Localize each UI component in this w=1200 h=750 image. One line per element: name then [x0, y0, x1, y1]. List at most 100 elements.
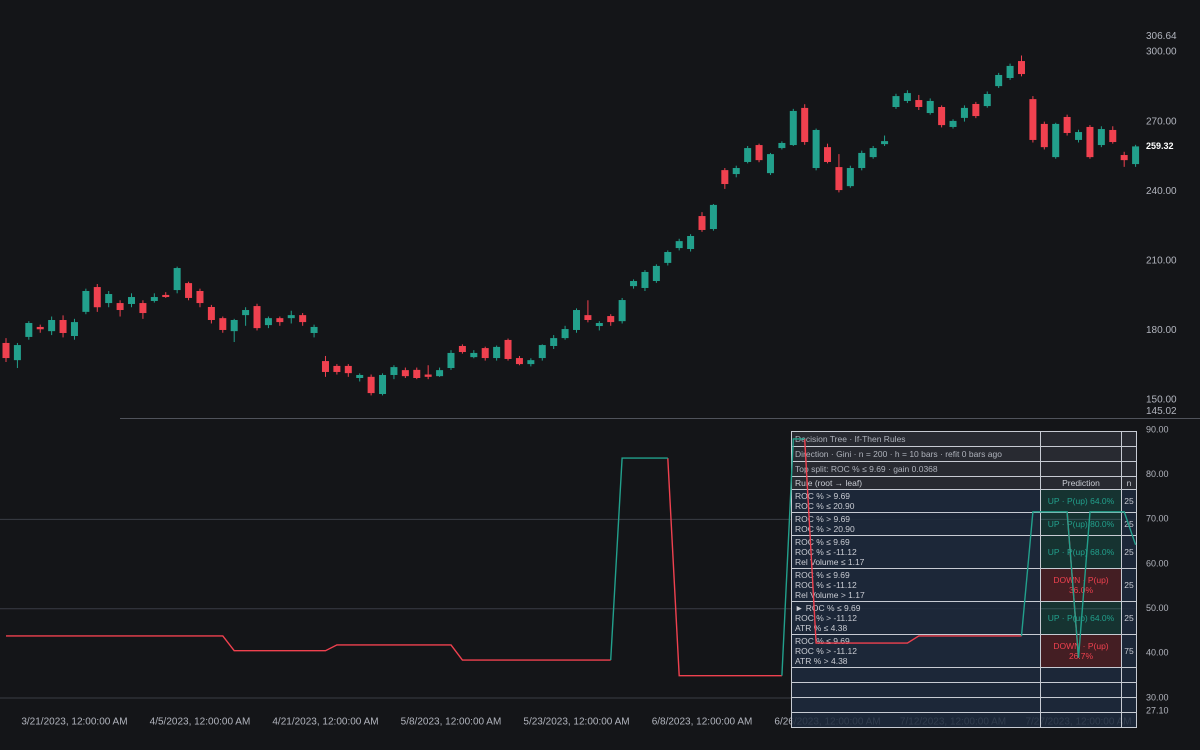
candle-body	[458, 345, 466, 353]
table-meta-row: Direction · Gini · n = 200 · h = 10 bars…	[791, 446, 1137, 462]
candle-body	[766, 154, 774, 174]
rule-condition: ROC % > -11.12	[795, 613, 857, 623]
candle-body	[424, 374, 432, 377]
candle-body	[607, 316, 615, 323]
y-tick-label: 270.00	[1146, 116, 1177, 127]
empty-row	[791, 697, 1137, 713]
candle-body	[949, 120, 957, 127]
candle-body	[447, 352, 455, 369]
candle-body	[1097, 129, 1105, 146]
candle-body	[230, 319, 238, 332]
candle-body	[116, 303, 124, 311]
rule-cell: ROC % ≤ 9.69 ROC % ≤ -11.12 Rel Volume > 1…	[791, 568, 1041, 602]
rule-row: ► ROC % ≤ 9.69 ROC % > -11.12 ATR % ≤ 4.38…	[791, 601, 1137, 635]
x-tick-label: 5/23/2023, 12:00:00 AM	[523, 717, 629, 728]
candle-body	[242, 310, 250, 316]
candle-body	[938, 106, 946, 126]
rule-cell: ROC % > 9.69 ROC % ≤ 20.90	[791, 489, 1041, 513]
candle-body	[436, 370, 444, 377]
rule-condition: ► ROC % ≤ 9.69	[795, 603, 861, 613]
candle-body	[972, 103, 980, 117]
candle-body	[25, 323, 33, 337]
candle-body	[584, 315, 592, 320]
candle-body	[481, 348, 489, 359]
table-cell	[1040, 431, 1122, 447]
candle-body	[59, 319, 67, 333]
candle-body	[105, 294, 113, 304]
candle-body	[732, 168, 740, 175]
rule-cell: ROC % ≤ 9.69 ROC % ≤ -11.12 Rel Volume ≤ 1…	[791, 535, 1041, 569]
candle-body	[744, 148, 752, 162]
candle-body	[173, 268, 181, 291]
candle-body	[1017, 61, 1025, 75]
candle-body	[150, 297, 158, 301]
candle-body	[721, 170, 729, 185]
candle-body	[504, 339, 512, 359]
rule-cell: ROC % ≤ 9.69 ROC % > -11.12 ATR % > 4.38	[791, 634, 1041, 668]
x-tick-label: 3/21/2023, 12:00:00 AM	[21, 717, 127, 728]
candle-body	[185, 283, 193, 298]
table-header-row: Rule (root → leaf) Prediction n	[791, 476, 1137, 490]
y-tick-label: 306.64	[1146, 31, 1177, 42]
candle-body	[344, 365, 352, 374]
candle-body	[287, 315, 295, 319]
candle-body	[630, 281, 638, 287]
candle-body	[915, 100, 923, 107]
candle-body	[13, 345, 21, 361]
candle-body	[1040, 123, 1048, 148]
candle-body	[926, 100, 934, 114]
y-tick-label: 30.00	[1146, 692, 1169, 702]
candle-body	[983, 94, 991, 107]
candle-body	[1086, 126, 1094, 158]
rule-condition: ROC % ≤ -11.12	[795, 547, 857, 557]
y-tick-label: 90.00	[1146, 424, 1169, 434]
table-cell	[791, 697, 1041, 713]
y-tick-label: 180.00	[1146, 325, 1177, 336]
candle-body	[835, 167, 843, 191]
rule-condition: ROC % > 9.69	[795, 491, 851, 501]
candle-body	[687, 236, 695, 249]
rule-condition: Rel Volume ≤ 1.17	[795, 557, 865, 567]
candle-body	[652, 265, 660, 282]
indicator-line	[6, 438, 1080, 677]
rule-condition: ROC % ≤ 20.90	[795, 501, 855, 511]
rule-condition: ROC % > -11.12	[795, 646, 857, 656]
candle-body	[1120, 155, 1128, 161]
x-tick-label: 4/5/2023, 12:00:00 AM	[150, 717, 251, 728]
candle-body	[390, 367, 398, 375]
candle-body	[801, 107, 809, 143]
table-cell	[1121, 712, 1137, 728]
candle-body	[778, 142, 786, 149]
candle-body	[333, 365, 341, 372]
column-header: Prediction	[1040, 476, 1122, 490]
candle-body	[207, 307, 215, 320]
rule-row: ROC % ≤ 9.69 ROC % > -11.12 ATR % > 4.38 DO…	[791, 634, 1137, 668]
y-tick-label: 60.00	[1146, 558, 1169, 568]
candle-body	[698, 216, 706, 230]
candle-body	[573, 310, 580, 330]
candle-body	[196, 290, 204, 304]
candle-body	[264, 318, 272, 326]
table-cell	[1121, 667, 1137, 683]
candle-body	[755, 145, 763, 161]
candle-body	[1075, 132, 1083, 140]
table-cell	[1121, 697, 1137, 713]
rules-table: Decision Tree · If-Then Rules Direction ·…	[791, 431, 1137, 728]
last-price-label: 259.32	[1146, 141, 1174, 151]
y-tick-label: 80.00	[1146, 469, 1169, 479]
table-cell	[791, 712, 1041, 728]
candle-body	[310, 326, 318, 333]
rule-condition: ROC % ≤ 9.69	[795, 636, 850, 646]
candle-body	[2, 342, 10, 359]
rule-cell: ► ROC % ≤ 9.69 ROC % > -11.12 ATR % ≤ 4.38	[791, 601, 1041, 635]
candle-body	[595, 323, 603, 327]
candle-body	[824, 147, 832, 162]
candle-body	[869, 148, 877, 158]
count-cell: 25	[1121, 489, 1137, 513]
candle-body	[960, 107, 968, 118]
candle-body	[846, 168, 854, 187]
candle-body	[995, 74, 1003, 87]
candle-body	[321, 361, 329, 372]
count-cell: 25	[1121, 535, 1137, 569]
